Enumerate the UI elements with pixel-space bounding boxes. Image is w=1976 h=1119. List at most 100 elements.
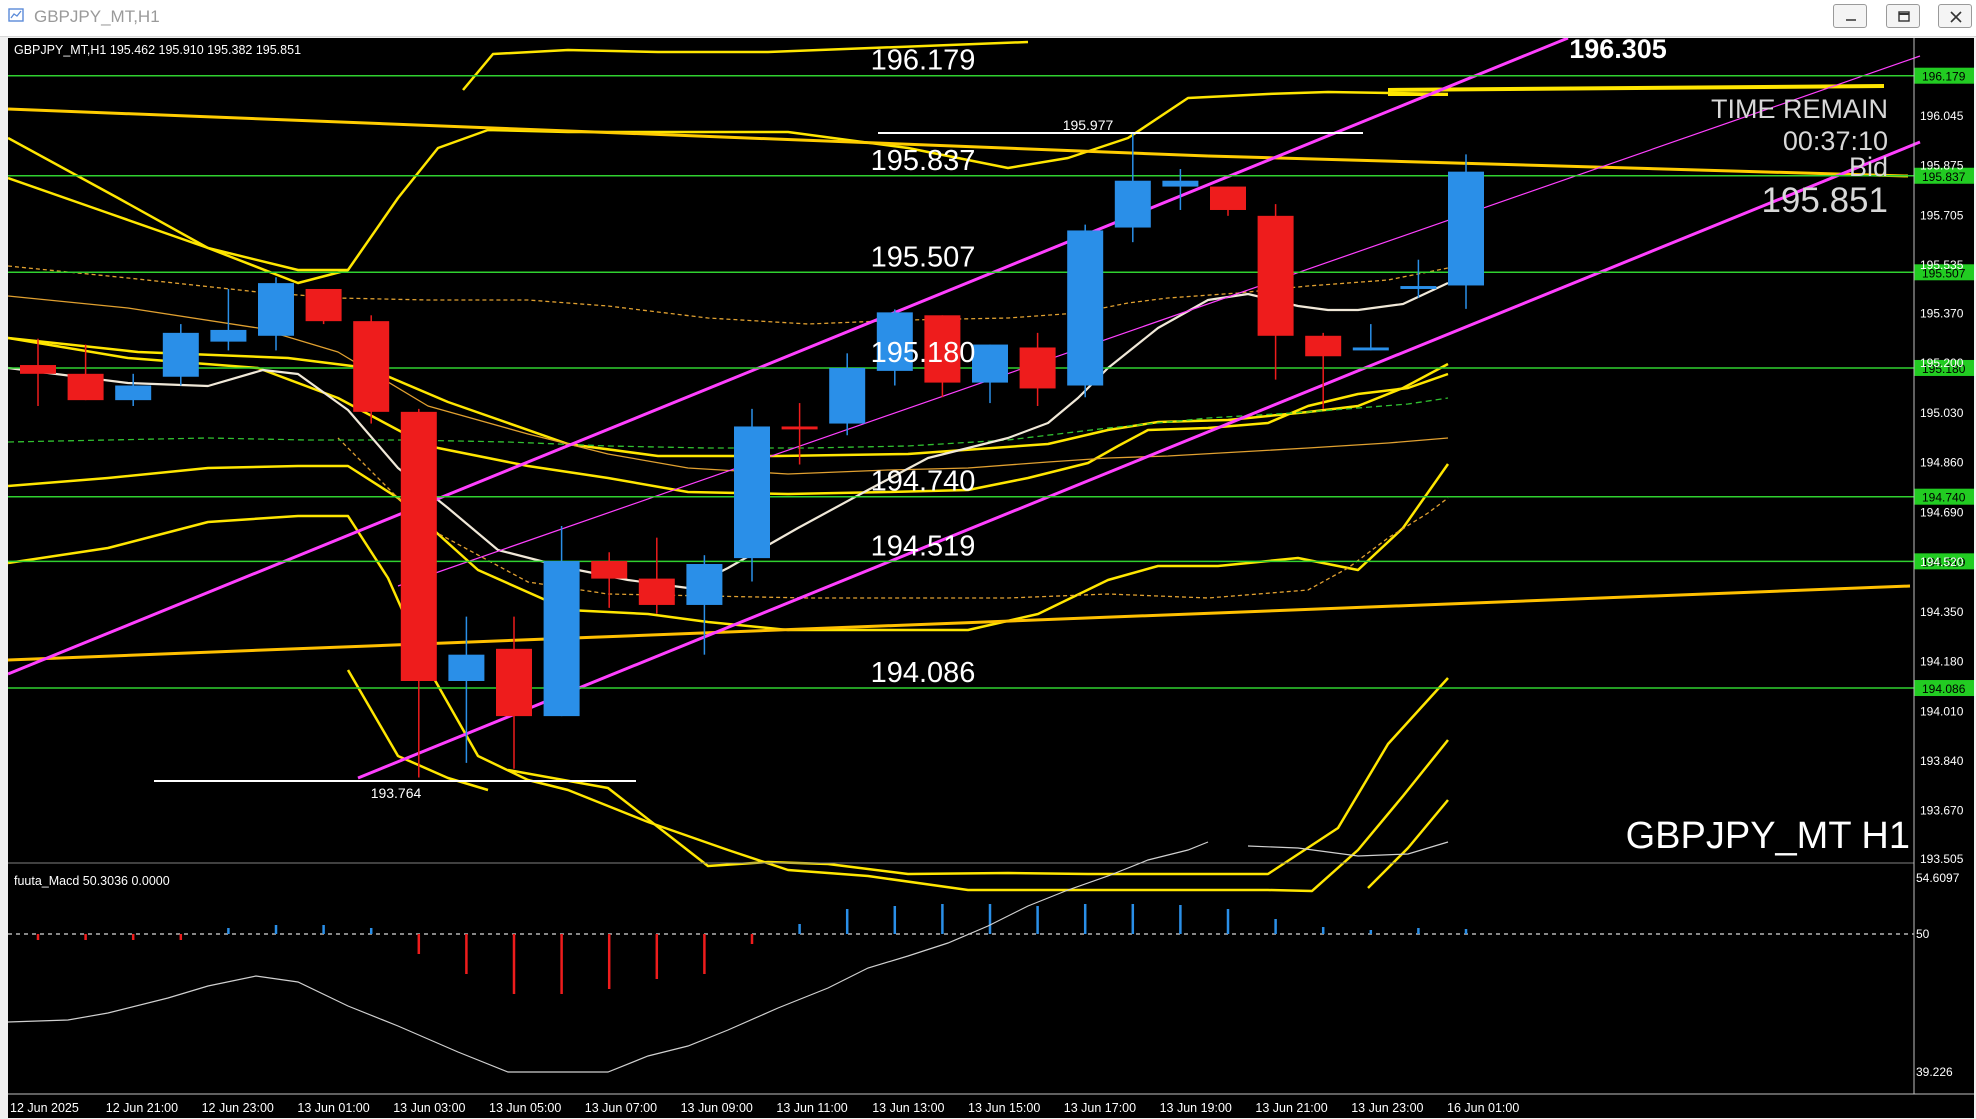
low-marker-label: 193.764 <box>371 785 422 801</box>
candle-bullish <box>734 426 770 559</box>
macd-axis-mid: 50 <box>1916 927 1930 941</box>
candlestick-series <box>20 133 1484 778</box>
level-price-tag-text: 195.837 <box>1922 170 1966 184</box>
macd-histogram <box>8 904 1914 994</box>
time-axis-label: 13 Jun 23:00 <box>1351 1101 1423 1115</box>
candle-bullish <box>210 329 247 342</box>
time-axis-label: 13 Jun 19:00 <box>1160 1101 1232 1115</box>
price-axis-label: 195.370 <box>1920 306 1964 320</box>
time-remain-label: TIME REMAIN <box>1711 94 1888 124</box>
level-price-tag <box>1914 167 1974 184</box>
level-label: 196.179 <box>871 45 976 77</box>
candle-bullish <box>1352 347 1389 351</box>
level-price-tag <box>1914 67 1974 84</box>
big-price-label: 196.305 <box>1569 38 1667 64</box>
candle-bullish <box>448 654 485 682</box>
level-price-tag-text: 194.519 <box>1922 555 1966 569</box>
price-axis-label: 194.010 <box>1920 704 1964 718</box>
time-axis-label: 13 Jun 07:00 <box>585 1101 657 1115</box>
candle-bullish <box>258 283 294 336</box>
time-axis: 12 Jun 2025 12 Jun 21:00 12 Jun 23:00 13 Ju… <box>10 1101 1519 1115</box>
time-axis-label: 13 Jun 05:00 <box>489 1101 561 1115</box>
candle-bullish <box>1114 180 1151 228</box>
price-axis-label: 195.705 <box>1920 208 1964 222</box>
price-axis-label: 196.045 <box>1920 109 1964 123</box>
close-icon <box>1950 11 1962 23</box>
time-axis-label: 13 Jun 21:00 <box>1255 1101 1327 1115</box>
price-axis-label: 194.860 <box>1920 456 1964 470</box>
macd-axis-bottom: 39.226 <box>1916 1065 1953 1079</box>
price-chart-canvas[interactable]: 196.179 195.837 195.507 195.180 194.740 194.5… <box>8 38 1974 1118</box>
time-axis-label: 13 Jun 01:00 <box>297 1101 369 1115</box>
time-remain-value: 00:37:10 <box>1783 126 1888 156</box>
price-axis-label: 193.505 <box>1920 852 1964 866</box>
restore-button[interactable] <box>1886 4 1920 28</box>
candle-bullish <box>162 332 199 377</box>
candle-bullish <box>972 344 1008 383</box>
level-price-tag <box>1914 488 1974 505</box>
level-label: 195.837 <box>871 145 976 177</box>
bid-value: 195.851 <box>1761 181 1888 220</box>
candle-bullish <box>686 563 723 605</box>
candle-bearish <box>20 365 56 374</box>
candle-bearish <box>1019 347 1056 389</box>
time-axis-label: 13 Jun 13:00 <box>872 1101 944 1115</box>
candle-bearish <box>591 561 628 579</box>
candle-bullish <box>876 312 913 371</box>
price-axis-label: 194.350 <box>1920 605 1964 619</box>
level-price-tag <box>1914 359 1974 376</box>
candle-bearish <box>353 321 390 412</box>
candle-bearish <box>400 411 437 682</box>
time-axis-label: 13 Jun 15:00 <box>968 1101 1040 1115</box>
level-label: 195.180 <box>871 337 976 369</box>
minimize-button[interactable] <box>1833 4 1867 28</box>
title-bar: GBPJPY_MT,H1 <box>0 0 1976 37</box>
candle-bearish <box>305 288 342 322</box>
chart-header: GBPJPY_MT,H1 195.462 195.910 195.382 195… <box>14 43 301 57</box>
price-axis-label: 195.875 <box>1920 159 1964 173</box>
macd-signal-line <box>8 841 1449 1073</box>
horizontal-levels: 196.179 195.837 195.507 195.180 194.740 194.5… <box>8 67 1974 697</box>
level-price-tag-text: 194.086 <box>1922 682 1966 696</box>
time-axis-label: 12 Jun 21:00 <box>106 1101 178 1115</box>
time-axis-label: 13 Jun 11:00 <box>776 1101 847 1115</box>
level-price-tag-text: 195.507 <box>1922 266 1966 280</box>
candle-bullish <box>1448 171 1484 286</box>
price-axis-label: 193.840 <box>1920 754 1964 768</box>
candle-bearish <box>924 315 961 383</box>
candle-bearish <box>638 578 675 605</box>
candle-bullish <box>1162 180 1199 187</box>
level-price-tag-text: 194.740 <box>1922 491 1966 505</box>
candle-bullish <box>829 367 866 424</box>
chart-window-icon <box>8 8 24 22</box>
time-axis-label: 16 Jun 01:00 <box>1447 1101 1519 1115</box>
candle-bearish <box>781 426 818 430</box>
candle-bullish <box>115 385 152 401</box>
minimize-icon <box>1846 19 1856 21</box>
chart-area[interactable]: 196.179 195.837 195.507 195.180 194.740 194.5… <box>8 38 1974 1118</box>
price-axis: 196.045 195.875 195.705 195.535 195.370 195.2… <box>1920 109 1964 866</box>
level-price-tag <box>1914 553 1974 570</box>
candle-bullish <box>543 561 580 717</box>
candle-bearish <box>1305 335 1342 357</box>
symbol-watermark: GBPJPY_MT H1 <box>1626 815 1910 857</box>
time-axis-label: 13 Jun 09:00 <box>681 1101 753 1115</box>
restore-icon <box>1898 11 1910 22</box>
time-axis-label: 13 Jun 17:00 <box>1064 1101 1136 1115</box>
level-price-tag-text: 196.179 <box>1922 70 1966 84</box>
candle-bullish <box>1400 286 1437 289</box>
candle-bearish <box>496 648 532 717</box>
time-axis-label: 12 Jun 23:00 <box>202 1101 274 1115</box>
price-axis-label: 193.670 <box>1920 804 1964 818</box>
candle-bearish <box>1257 215 1294 336</box>
close-button[interactable] <box>1938 4 1972 28</box>
price-axis-label: 195.200 <box>1920 356 1964 370</box>
price-axis-label: 195.535 <box>1920 258 1964 272</box>
price-axis-label: 194.690 <box>1920 505 1964 519</box>
high-marker-label: 195.977 <box>1063 117 1114 133</box>
time-axis-label: 13 Jun 03:00 <box>393 1101 465 1115</box>
level-price-tag-text: 195.180 <box>1922 362 1966 376</box>
level-label: 194.519 <box>871 530 976 562</box>
price-axis-label: 195.030 <box>1920 406 1964 420</box>
level-label: 194.086 <box>871 657 976 689</box>
